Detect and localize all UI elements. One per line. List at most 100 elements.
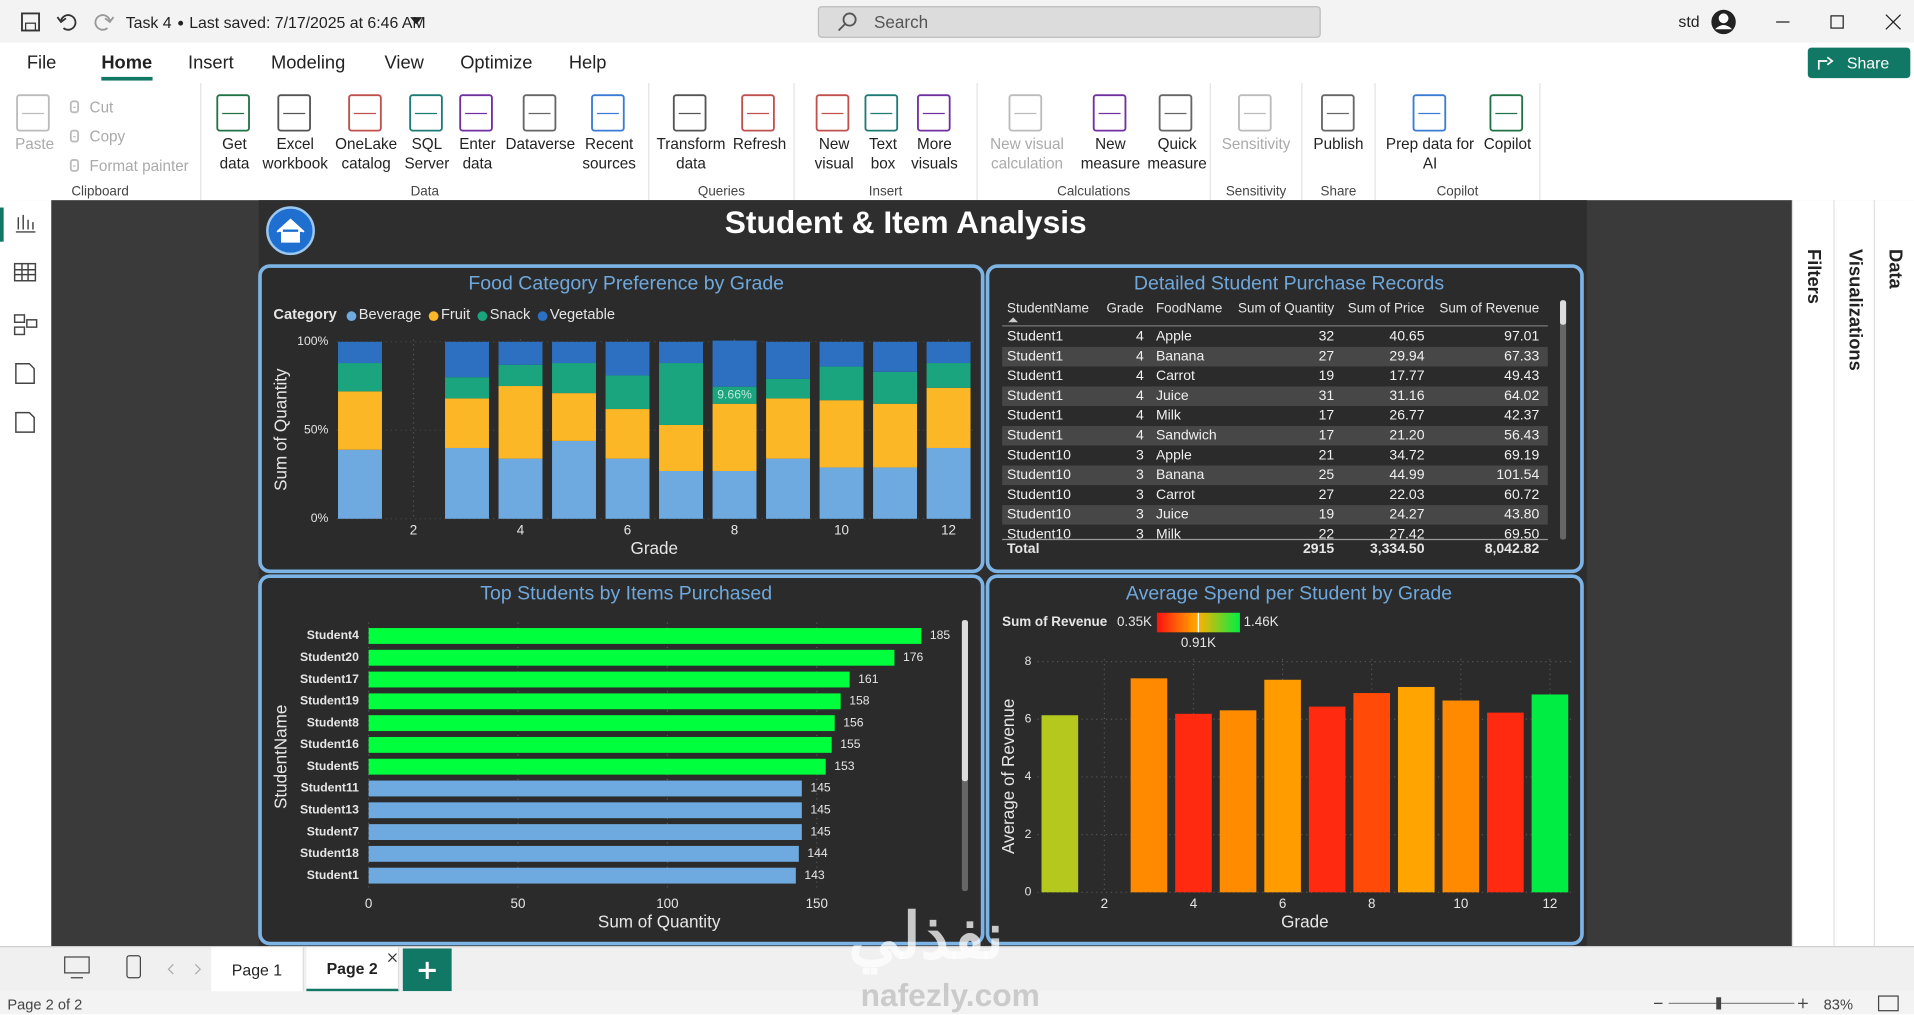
zoom-slider[interactable]	[1650, 995, 1809, 1012]
ribbon-icon	[16, 94, 51, 132]
ribbon: Clipboard Paste Cut Copy Format painter Data G…	[0, 83, 1914, 202]
ribbon-button[interactable]: Get data	[211, 93, 257, 200]
small-buttons: Cut Copy Format painter	[68, 93, 189, 200]
menu-item[interactable]: Insert	[187, 52, 234, 74]
search-placeholder: Search	[873, 12, 929, 32]
ribbon-group: Sensitivity Sensitivity	[1211, 83, 1303, 201]
button-label: Get data	[219, 135, 250, 173]
save-icon[interactable]	[20, 11, 42, 33]
button-label: Publish	[1313, 135, 1364, 153]
close-icon[interactable]	[388, 953, 397, 962]
ribbon-button[interactable]: SQL Server	[402, 93, 452, 200]
ribbon-icon	[1092, 94, 1126, 132]
ribbon-button[interactable]: Excel workbook	[260, 93, 330, 200]
ribbon-icon	[408, 94, 443, 132]
button-label: Enter data	[459, 135, 496, 173]
share-label: Share	[1846, 53, 1890, 73]
button-label: New visual	[814, 135, 854, 173]
button-label: SQL Server	[404, 135, 450, 173]
ribbon-group: Clipboard Paste Cut Copy Format painter	[0, 83, 202, 201]
ribbon-icon	[1320, 94, 1355, 132]
ribbon-button[interactable]: Transform data	[654, 93, 728, 200]
ribbon-button[interactable]: Publish	[1311, 93, 1366, 200]
data-pane[interactable]: Data	[1873, 200, 1914, 947]
group-label: Insert	[868, 184, 903, 199]
filters-pane[interactable]: Filters	[1791, 200, 1834, 947]
ribbon-button[interactable]: Quick measure	[1145, 93, 1209, 200]
ribbon-icon	[216, 94, 251, 132]
view-rail	[0, 200, 53, 947]
undo-icon[interactable]	[56, 11, 78, 33]
report-canvas	[51, 200, 1792, 947]
ribbon-button[interactable]: Sensitivity	[1219, 93, 1293, 200]
ribbon-group: Insert New visual Text box More visuals	[795, 83, 978, 201]
ribbon-icon	[865, 94, 899, 132]
ribbon-group: Queries Transform data Refresh	[649, 83, 795, 201]
pane-title: Data	[1884, 249, 1906, 289]
button-label: Format painter	[89, 157, 189, 175]
status-bar: Page 2 of 2 83%	[0, 991, 1914, 1015]
search-icon	[837, 12, 857, 32]
group-label: Sensitivity	[1225, 184, 1287, 199]
ribbon-icon	[1412, 94, 1446, 132]
ribbon-group: Data Get data Excel workbook OneLake catalo…	[201, 83, 650, 201]
ribbon-button[interactable]: New visual calculation	[978, 93, 1076, 200]
menu-item[interactable]: File	[26, 52, 57, 74]
menu-item[interactable]: Home	[101, 52, 153, 81]
ribbon-icon	[70, 129, 80, 143]
small-button[interactable]: Format painter	[68, 151, 189, 180]
tab-label: Page 1	[231, 960, 283, 979]
menu-item[interactable]: Optimize	[460, 52, 533, 74]
fit-icon[interactable]	[1877, 995, 1899, 1012]
button-label: Transform data	[656, 135, 726, 173]
add-page-button[interactable]	[402, 948, 452, 992]
tab-nav-icons[interactable]	[63, 955, 209, 984]
ribbon-button[interactable]: Recent sources	[580, 93, 638, 200]
ribbon-button[interactable]: Prep data for AI	[1381, 93, 1479, 200]
ribbon-icon	[1489, 94, 1524, 132]
small-button[interactable]: Copy	[68, 122, 189, 151]
group-label: Copilot	[1436, 184, 1479, 199]
ribbon-icon	[348, 94, 382, 132]
ribbon-button[interactable]: New measure	[1078, 93, 1142, 200]
menu-item[interactable]: Help	[568, 52, 607, 74]
menu-item[interactable]: View	[384, 52, 424, 74]
button-label: More visuals	[911, 135, 958, 173]
small-button[interactable]: Cut	[68, 93, 189, 122]
ribbon-button[interactable]: Dataverse	[503, 93, 577, 200]
pane-title: Visualizations	[1844, 249, 1866, 371]
window-controls[interactable]	[1776, 12, 1910, 32]
ribbon-button[interactable]: More visuals	[909, 93, 961, 200]
ribbon-button[interactable]: Text box	[860, 93, 906, 200]
ribbon-group: Copilot Prep data for AI Copilot	[1376, 83, 1541, 201]
ribbon-button[interactable]: New visual	[811, 93, 857, 200]
group-label: Data	[410, 184, 439, 199]
ribbon-icon	[70, 100, 80, 114]
view-icons[interactable]	[0, 200, 51, 444]
button-label: OneLake catalog	[335, 135, 398, 173]
menu-bar: Share File Home Insert Modeling View Optimize…	[0, 42, 1914, 84]
redo-icon[interactable]	[93, 11, 115, 33]
visualizations-pane[interactable]: Visualizations	[1833, 200, 1874, 947]
ribbon-button[interactable]: Paste	[11, 93, 57, 200]
ribbon-icon	[70, 158, 80, 172]
dropdown-caret[interactable]	[410, 16, 423, 26]
page-tab[interactable]: Page 1	[211, 947, 304, 993]
button-label: New measure	[1080, 135, 1141, 173]
page-count: Page 2 of 2	[7, 996, 83, 1014]
ribbon-icon	[1238, 94, 1272, 132]
ribbon-group: Calculations New visual calculation New me…	[978, 83, 1211, 201]
ribbon-icon	[741, 94, 776, 132]
page-tab-active[interactable]: Page 2	[306, 947, 400, 993]
group-label: Calculations	[1057, 184, 1131, 199]
search-box[interactable]: Search	[817, 6, 1321, 38]
group-label: Share	[1320, 184, 1357, 199]
ribbon-button[interactable]: Copilot	[1481, 93, 1533, 200]
menu-item[interactable]: Modeling	[270, 52, 346, 74]
ribbon-button[interactable]: Refresh	[730, 93, 788, 200]
document-name: Task 4	[125, 13, 172, 32]
avatar[interactable]	[1710, 9, 1737, 36]
ribbon-button[interactable]: Enter data	[454, 93, 500, 200]
ribbon-button[interactable]: OneLake catalog	[333, 93, 400, 200]
share-button[interactable]: Share	[1807, 47, 1911, 79]
